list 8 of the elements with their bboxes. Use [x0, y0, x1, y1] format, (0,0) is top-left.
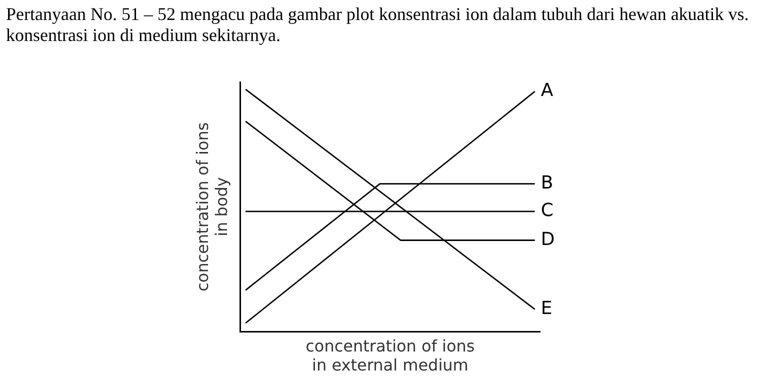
- y-axis-title: concentration of ions in body: [192, 122, 231, 292]
- series-label: E: [540, 298, 552, 319]
- x-axis-title: concentration of ions in external medium: [306, 336, 475, 375]
- series-label: A: [540, 80, 554, 102]
- series-label: B: [540, 172, 554, 194]
- chart-title: Pertanyaan No. 51 – 52 mengacu pada gambar plot konsentrasi ion dalam tubuh dari hewan akuatik vs. konsentrasi ion di medium sekitarnya.: [6, 4, 750, 46]
- series-label: D: [540, 228, 555, 250]
- series-label: C: [540, 200, 554, 222]
